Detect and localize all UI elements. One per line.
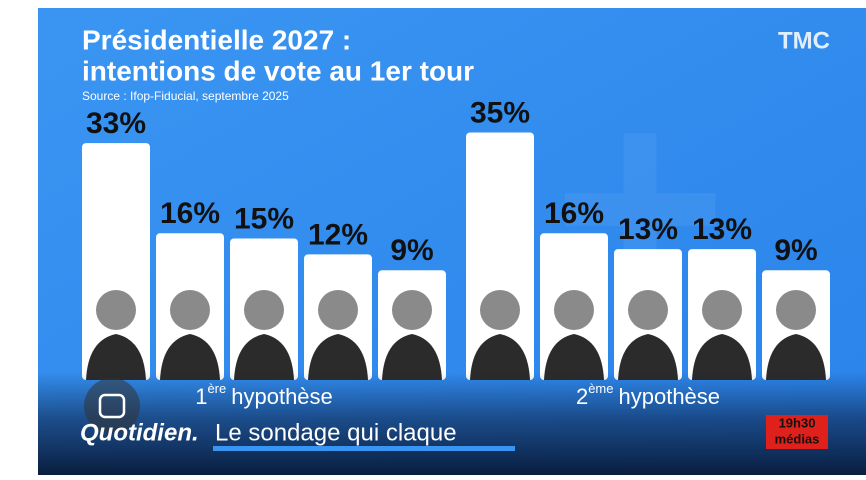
value-label: 12%: [308, 218, 368, 251]
portrait: [86, 290, 146, 380]
footer-band: [38, 372, 866, 475]
portrait-head: [96, 290, 136, 330]
hypothesis-number: 2: [576, 384, 588, 409]
portrait-head: [480, 290, 520, 330]
hypothesis-label: 2ème hypothèse: [576, 381, 720, 408]
portrait-head: [170, 290, 210, 330]
hypothesis-suffix: ère: [207, 381, 226, 396]
captions: 1ère hypothèse 2ème hypothèse: [195, 381, 720, 408]
value-label: 13%: [692, 213, 752, 246]
value-label: 13%: [618, 213, 678, 246]
portrait: [692, 290, 752, 380]
portrait-body: [234, 334, 294, 380]
portrait-head: [702, 290, 742, 330]
portrait-body: [618, 334, 678, 380]
portrait-body: [692, 334, 752, 380]
portrait-body: [308, 334, 368, 380]
portrait: [470, 290, 530, 380]
badge: [766, 415, 828, 449]
lens-icon: [98, 393, 126, 419]
portrait: [618, 290, 678, 380]
title: intentions de vote au 1er tour: [82, 55, 474, 86]
show-name: Quotidien.: [80, 419, 199, 446]
hypothesis-text: hypothèse: [231, 384, 333, 409]
underline: [213, 446, 515, 451]
portrait-head: [244, 290, 284, 330]
portrait-body: [382, 334, 442, 380]
value-label: 15%: [234, 202, 294, 235]
portrait: [544, 290, 604, 380]
portrait-body: [544, 334, 604, 380]
value-label: 9%: [774, 234, 817, 267]
portrait: [766, 290, 826, 380]
hypothesis-label: 1ère hypothèse: [195, 381, 333, 408]
badge-text: 19h30: [779, 415, 816, 430]
hypothesis-suffix: ème: [588, 381, 613, 396]
bar-chart: 33% 16% 15% 12% 9% 35% 16% 13% 13% 9%: [82, 96, 830, 380]
portrait: [382, 290, 442, 380]
portrait: [234, 290, 294, 380]
segment-title: Le sondage qui claque: [215, 419, 457, 446]
portrait: [308, 290, 368, 380]
portrait: [160, 290, 220, 380]
value-label: 9%: [390, 234, 433, 267]
hypothesis-text: hypothèse: [619, 384, 721, 409]
value-label: 33%: [86, 107, 146, 140]
portrait-body: [766, 334, 826, 380]
portrait-body: [470, 334, 530, 380]
source: Source : Ifop-Fiducial, septembre 2025: [82, 89, 289, 103]
title: Présidentielle 2027 :: [82, 24, 351, 55]
portrait-head: [554, 290, 594, 330]
portrait-head: [318, 290, 358, 330]
value-label: 16%: [160, 197, 220, 230]
portrait-body: [160, 334, 220, 380]
value-label: 35%: [470, 96, 530, 129]
badge-text: médias: [775, 431, 820, 446]
portrait-head: [392, 290, 432, 330]
portrait-body: [86, 334, 146, 380]
bar: [82, 143, 150, 380]
lens-button[interactable]: [84, 378, 140, 434]
portrait-head: [628, 290, 668, 330]
hypothesis-number: 1: [195, 384, 207, 409]
value-label: 16%: [544, 197, 604, 230]
portrait-head: [776, 290, 816, 330]
logo: TMC: [778, 27, 830, 54]
